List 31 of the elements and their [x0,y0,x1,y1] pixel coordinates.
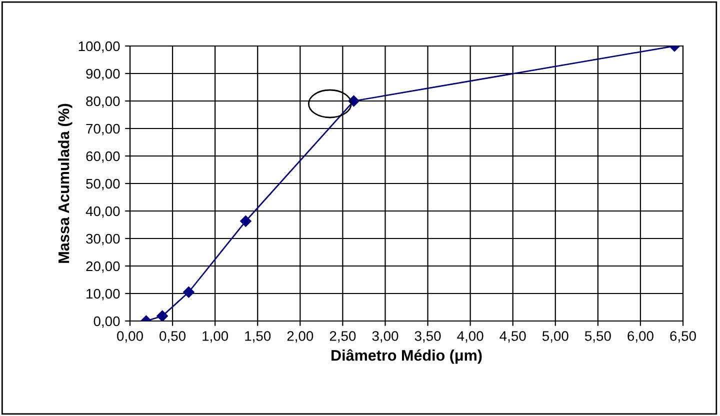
y-tick-label: 40,00 [86,206,120,218]
y-tick-label: 100,00 [78,41,120,53]
y-tick-label: 60,00 [86,151,120,163]
x-axis-title: Diâmetro Médio (μm) [332,349,482,364]
point [183,286,194,298]
y-tick-label: 90,00 [86,68,120,80]
y-tick-label: 70,00 [86,124,120,136]
y-tick-label: 30,00 [86,234,120,246]
point [156,310,168,321]
x-tick-label: 1,50 [245,331,271,343]
y-axis-title: Massa Acumulada (%) [58,104,72,263]
x-tick-label: 2,50 [330,331,356,343]
point [240,216,252,227]
x-tick-label: 3,50 [414,331,441,343]
x-tick-label: 6,00 [628,331,654,343]
x-tick-label: 5,50 [584,331,611,343]
x-tick-label: 4,50 [500,331,526,343]
point [348,95,360,107]
y-tick-label: 0,00 [94,316,120,328]
x-tick-label: 6,50 [670,331,696,343]
x-tick-label: 1,00 [202,331,228,343]
y-tick-label: 50,00 [86,178,120,190]
x-tick-label: 0,00 [117,331,143,343]
x-tick-label: 3,00 [372,331,398,343]
x-tick-label: 2,00 [287,331,314,343]
x-tick-label: 5,00 [542,331,568,343]
y-tick-label: 80,00 [86,96,120,108]
y-tick-label: 10,00 [86,288,120,300]
y-tick-label: 20,00 [86,261,120,273]
x-tick-label: 0,50 [160,331,186,343]
x-tick-label: 4,00 [457,331,484,343]
